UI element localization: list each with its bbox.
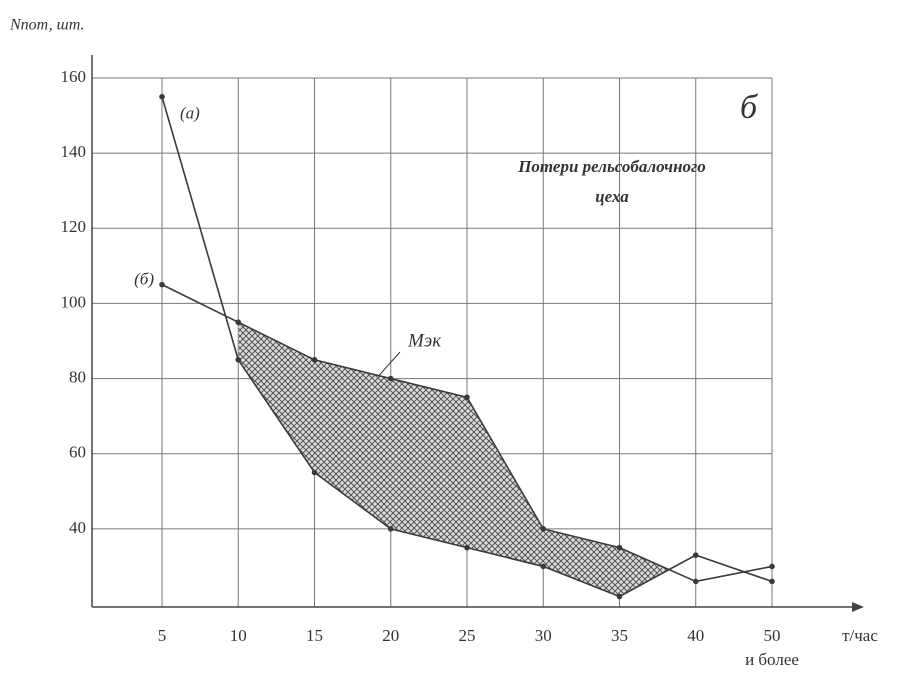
y-tick-label: 160 bbox=[61, 67, 87, 86]
x-tick-label: 5 bbox=[158, 626, 167, 645]
data-point bbox=[159, 281, 165, 288]
series-label: (а) bbox=[180, 104, 200, 123]
x-arrow bbox=[852, 602, 864, 612]
data-point bbox=[616, 544, 623, 551]
data-point bbox=[692, 552, 699, 558]
x-tick-label: 35 bbox=[611, 626, 628, 645]
y-tick-label: 40 bbox=[69, 518, 86, 537]
data-point bbox=[540, 526, 547, 532]
data-point bbox=[311, 356, 318, 363]
series-label: (б) bbox=[134, 270, 154, 289]
y-tick-label: 140 bbox=[61, 142, 87, 161]
y-tick-label: 60 bbox=[69, 443, 86, 462]
data-point bbox=[692, 578, 699, 585]
annotation: цеха bbox=[595, 187, 629, 206]
x-tick-label: 15 bbox=[306, 626, 323, 645]
data-point bbox=[464, 544, 470, 551]
x-tick-label: 10 bbox=[230, 626, 247, 645]
x-tick-label: 30 bbox=[535, 626, 552, 645]
data-point bbox=[540, 563, 547, 570]
annotation: Потери рельсобалочного bbox=[517, 157, 706, 176]
x-tick-label: 50 и более bbox=[745, 626, 799, 669]
data-point bbox=[387, 526, 394, 532]
data-point bbox=[387, 375, 394, 382]
x-tick-label: 25 bbox=[459, 626, 476, 645]
data-point bbox=[235, 356, 242, 363]
data-point bbox=[769, 578, 775, 585]
data-point bbox=[616, 593, 623, 600]
x-axis-label: т/час bbox=[842, 626, 878, 645]
x-tick-label: 20 bbox=[382, 626, 399, 645]
data-point bbox=[769, 563, 775, 570]
y-tick-label: 100 bbox=[61, 292, 87, 311]
shaded-area bbox=[238, 322, 670, 597]
data-point bbox=[311, 469, 318, 476]
x-tick-label: 40 bbox=[687, 626, 704, 645]
area-label: Мэк bbox=[407, 330, 442, 351]
data-point bbox=[464, 394, 470, 401]
y-axis-label: Nпот, шт. bbox=[9, 17, 84, 34]
y-tick-label: 80 bbox=[69, 367, 86, 386]
y-tick-label: 120 bbox=[61, 217, 87, 236]
data-point bbox=[235, 319, 242, 326]
data-point bbox=[159, 93, 165, 100]
panel-label: б bbox=[740, 89, 759, 126]
